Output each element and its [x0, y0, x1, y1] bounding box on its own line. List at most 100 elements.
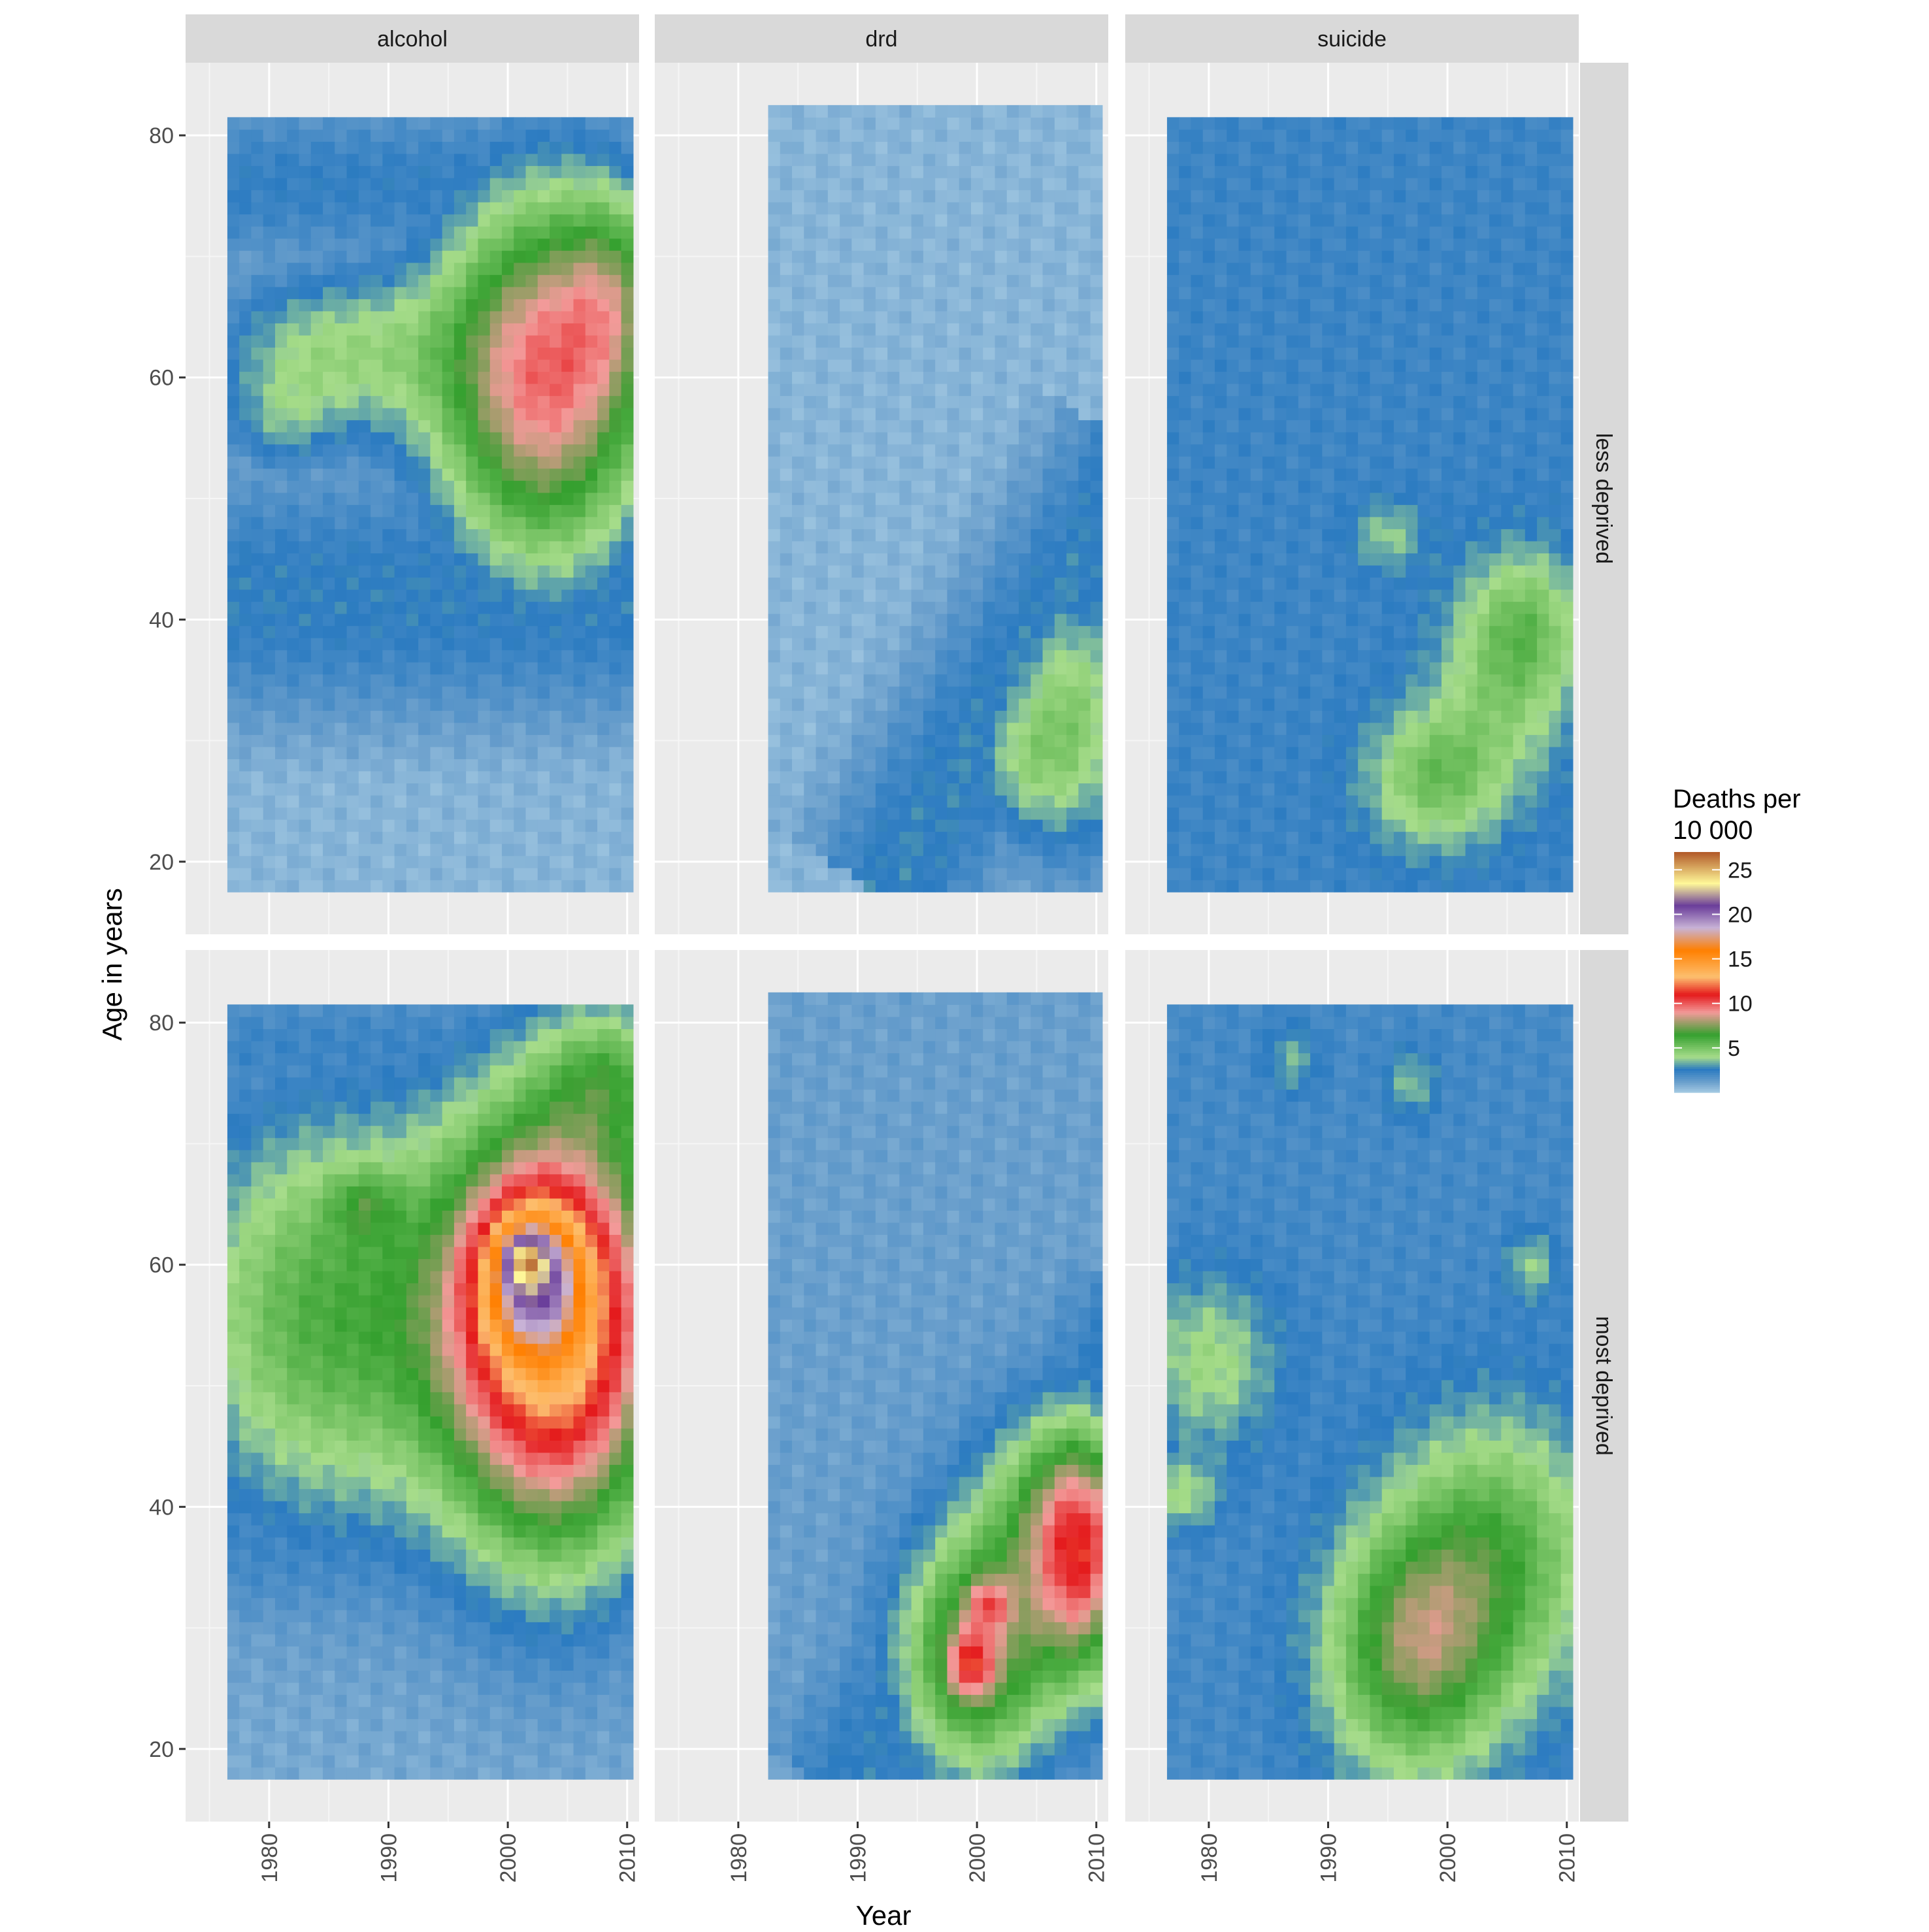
heatmap-tile [1298, 601, 1311, 614]
heatmap-tile [876, 783, 888, 795]
heatmap-tile [1078, 626, 1091, 638]
heatmap-tile [275, 759, 288, 771]
heatmap-tile [1055, 517, 1067, 529]
heatmap-tile [851, 287, 864, 299]
heatmap-tile [1055, 214, 1067, 227]
heatmap-tile [299, 129, 312, 142]
heatmap-tile [1262, 432, 1275, 444]
heatmap-tile [597, 420, 610, 433]
heatmap-tile [371, 493, 383, 505]
heatmap-tile [935, 601, 948, 614]
heatmap-tile [478, 734, 490, 747]
heatmap-tile [1043, 214, 1055, 227]
heatmap-tile [887, 408, 900, 420]
heatmap-tile [1019, 238, 1031, 251]
heatmap-tile [239, 493, 252, 505]
heatmap-tile [1310, 287, 1323, 299]
heatmap-tile [983, 129, 995, 142]
heatmap-tile [864, 141, 876, 154]
heatmap-tile [864, 880, 876, 892]
heatmap-tile [538, 274, 550, 287]
heatmap-tile [1322, 880, 1334, 892]
heatmap-tile [359, 456, 371, 468]
heatmap-tile [538, 832, 550, 844]
heatmap-tile [359, 880, 371, 892]
heatmap-tile [1191, 299, 1203, 311]
heatmap-tile [1298, 396, 1311, 408]
heatmap-tile [371, 686, 383, 698]
heatmap-tile [263, 734, 276, 747]
heatmap-tile [323, 868, 335, 880]
heatmap-tile [1030, 432, 1043, 444]
heatmap-tile [768, 686, 781, 698]
heatmap-tile [371, 335, 383, 348]
heatmap-tile [1043, 710, 1055, 723]
heatmap-tile [828, 408, 840, 420]
heatmap-tile [1227, 323, 1239, 335]
heatmap-tile [959, 432, 972, 444]
heatmap-tile [947, 480, 959, 493]
heatmap-tile [347, 843, 359, 856]
heatmap-tile [792, 553, 804, 565]
heatmap-tile [490, 747, 503, 759]
heatmap-tile [359, 759, 371, 771]
heatmap-tile [239, 178, 252, 190]
heatmap-tile [1030, 504, 1043, 517]
heatmap-tile [490, 686, 503, 698]
heatmap-tile [983, 504, 995, 517]
heatmap-tile [828, 154, 840, 166]
heatmap-tile [1007, 553, 1019, 565]
heatmap-tile [780, 880, 793, 892]
heatmap-tile [816, 601, 829, 614]
heatmap-tile [804, 359, 816, 372]
heatmap-tile [1078, 771, 1091, 783]
heatmap-tile [287, 165, 299, 178]
heatmap-tile [912, 468, 924, 481]
heatmap-tile [947, 274, 959, 287]
heatmap-tile [1043, 154, 1055, 166]
heatmap-tile [792, 795, 804, 808]
heatmap-tile [1251, 807, 1263, 819]
heatmap-tile [621, 771, 634, 783]
heatmap-tile [1030, 650, 1043, 663]
heatmap-tile [1310, 626, 1323, 638]
heatmap-tile [912, 686, 924, 698]
heatmap-tile [1310, 129, 1323, 142]
heatmap-tile [466, 710, 478, 723]
heatmap-tile [851, 299, 864, 311]
heatmap-tile [1191, 444, 1203, 457]
heatmap-tile [840, 795, 852, 808]
heatmap-tile [574, 795, 586, 808]
heatmap-tile [1227, 650, 1239, 663]
heatmap-tile [275, 710, 288, 723]
heatmap-tile [1043, 832, 1055, 844]
heatmap-tile [1066, 626, 1079, 638]
heatmap-tile [1310, 323, 1323, 335]
heatmap-tile [1310, 371, 1323, 384]
heatmap-tile [227, 129, 240, 142]
heatmap-tile [502, 529, 514, 541]
heatmap-tile [1274, 190, 1287, 203]
heatmap-tile [947, 832, 959, 844]
heatmap-tile [840, 396, 852, 408]
heatmap-tile [1066, 105, 1079, 118]
heatmap-tile [442, 638, 455, 650]
heatmap-tile [1287, 771, 1299, 783]
heatmap-tile [454, 468, 467, 481]
heatmap-tile [478, 723, 490, 735]
heatmap-tile [359, 662, 371, 674]
heatmap-tile [466, 759, 478, 771]
heatmap-tile [923, 843, 936, 856]
heatmap-tile [1078, 117, 1091, 129]
heatmap-tile [1251, 638, 1263, 650]
heatmap-tile [1167, 493, 1179, 505]
heatmap-tile [1298, 384, 1311, 396]
heatmap-tile [828, 202, 840, 214]
heatmap-tile [828, 626, 840, 638]
heatmap-tile [466, 493, 478, 505]
heatmap-tile [1007, 250, 1019, 263]
heatmap-tile [792, 178, 804, 190]
heatmap-tile [1298, 250, 1311, 263]
heatmap-tile [923, 480, 936, 493]
heatmap-tile [923, 771, 936, 783]
